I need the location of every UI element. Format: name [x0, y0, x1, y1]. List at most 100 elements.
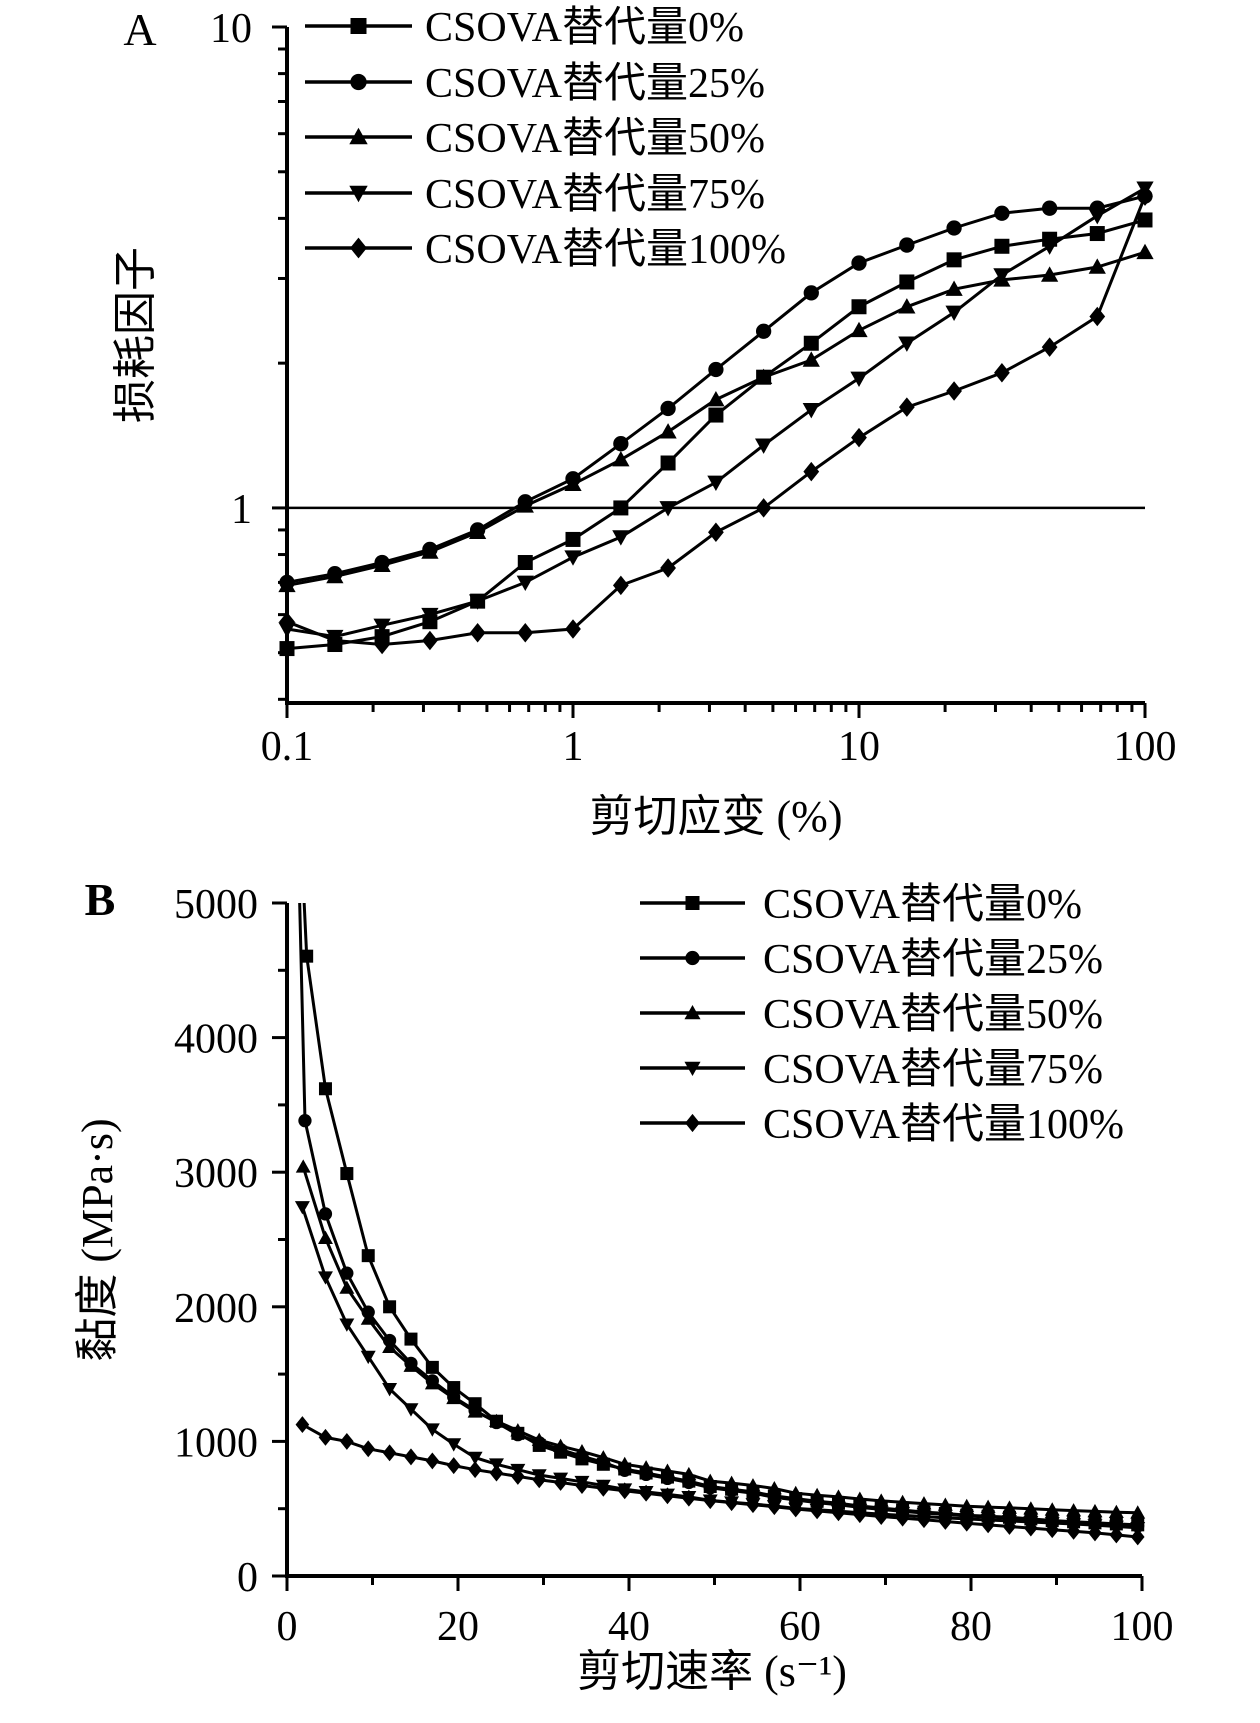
series-point-diamond — [1002, 1518, 1017, 1535]
legend-label: CSOVA替代量75% — [425, 172, 765, 218]
series-point-triangle-up — [707, 390, 725, 407]
series-point-diamond — [755, 498, 772, 518]
panel-B-series-2 — [295, 1159, 1146, 1519]
series-point-circle — [298, 1114, 312, 1128]
series-line — [301, 1423, 1138, 1539]
series-point-triangle-up — [553, 1438, 569, 1452]
panel-B-y-axis-title: 黏度 (MPa·s) — [73, 1118, 122, 1361]
series-point-triangle-down — [516, 575, 534, 592]
series-point-triangle-up — [574, 1444, 590, 1458]
legend-item: CSOVA替代量25% — [305, 61, 765, 107]
series-point-triangle-down — [945, 305, 963, 322]
panel-A-y-tick-label: 1 — [231, 487, 252, 533]
series-point-diamond — [1137, 186, 1153, 206]
series-point-circle — [946, 220, 962, 236]
series-point-diamond — [682, 1489, 696, 1507]
series-point-triangle-up — [945, 280, 963, 296]
series-point-square — [994, 238, 1010, 254]
series-point-square — [404, 1332, 418, 1346]
series-point-diamond — [517, 623, 534, 643]
series-point-square — [899, 274, 915, 290]
series-point-triangle-down — [294, 1201, 310, 1215]
series-point-diamond — [404, 1448, 418, 1466]
series-point-triangle-up — [802, 351, 820, 367]
legend-label: CSOVA替代量25% — [425, 61, 765, 107]
series-point-triangle-up — [895, 1494, 911, 1509]
series-point-triangle-up — [446, 1390, 462, 1405]
series-point-diamond — [422, 630, 438, 651]
series-point-diamond — [511, 1467, 525, 1485]
series-point-diamond — [1041, 337, 1058, 357]
series-point-triangle-up — [852, 1491, 868, 1505]
series-point-circle — [291, 816, 304, 829]
series-point-triangle-down — [612, 530, 630, 546]
series-point-triangle-up — [681, 1466, 697, 1481]
series-point-triangle-up — [612, 451, 630, 467]
legend-label: CSOVA替代量0% — [425, 5, 744, 51]
legend-item: CSOVA替代量0% — [305, 5, 744, 51]
panel-B-x-tick-label: 80 — [950, 1604, 992, 1650]
series-point-diamond — [295, 1416, 310, 1434]
series-point-triangle-down — [993, 268, 1011, 284]
legend-marker-triangle-down — [684, 1061, 701, 1077]
series-point-triangle-up — [468, 523, 487, 540]
series-point-square — [318, 1082, 332, 1096]
series-point-triangle-down — [467, 1451, 483, 1466]
series-point-square — [708, 407, 724, 423]
series-point-triangle-up — [360, 1311, 376, 1325]
legend-item: CSOVA替代量50% — [305, 116, 765, 162]
series-point-circle — [755, 323, 772, 339]
panel-B-y-tick-label: 5000 — [174, 882, 258, 928]
series-point-triangle-down — [850, 371, 868, 387]
series-point-triangle-up — [489, 1413, 504, 1428]
series-point-diamond — [279, 611, 295, 632]
panel-A-x-tick-label: 1 — [563, 724, 584, 770]
legend-item: CSOVA替代量100% — [305, 227, 786, 273]
legend-label: CSOVA替代量0% — [763, 882, 1082, 928]
series-point-diamond — [898, 397, 915, 417]
series-point-square — [660, 455, 676, 471]
series-point-triangle-up — [467, 1404, 483, 1418]
panel-B-legend: CSOVA替代量0% CSOVA替代量25% CSOVA替代量50% CSOVA替代量… — [640, 882, 1124, 1148]
series-point-diamond — [575, 1477, 589, 1494]
series-point-diamond — [917, 1511, 931, 1529]
series-point-circle — [994, 205, 1010, 221]
series-point-diamond — [938, 1513, 953, 1530]
series-point-diamond — [612, 575, 629, 596]
panel-B-y-tick-label: 2000 — [174, 1286, 258, 1332]
panel-B-x-axis-title: 剪切速率 (s⁻¹) — [577, 1647, 847, 1696]
series-point-triangle-down — [898, 336, 916, 352]
series-point-triangle-down — [339, 1318, 355, 1332]
series-point-triangle-up — [424, 1376, 440, 1390]
panel-B-y-tick-label: 1000 — [174, 1420, 258, 1466]
series-point-circle — [613, 436, 629, 452]
series-point-triangle-up — [959, 1498, 975, 1513]
series-line — [301, 1166, 1138, 1515]
series-point-square — [279, 641, 295, 657]
series-point-triangle-up — [831, 1489, 846, 1503]
panel-A-tick-labels: 0.1 1 10 100 1 10 — [210, 6, 1177, 770]
series-point-triangle-up — [724, 1475, 740, 1489]
series-point-diamond — [1066, 1522, 1081, 1540]
series-point-diamond — [489, 1464, 504, 1482]
series-point-diamond — [767, 1498, 782, 1516]
series-point-square — [383, 1300, 397, 1314]
series-point-diamond — [1109, 1526, 1124, 1544]
series-point-diamond — [746, 1496, 760, 1514]
legend-marker-square — [350, 18, 367, 34]
series-point-diamond — [853, 1506, 867, 1524]
series-point-triangle-up — [516, 497, 534, 513]
series-point-circle — [708, 361, 724, 378]
series-point-triangle-up — [873, 1493, 889, 1507]
series-point-triangle-up — [295, 1159, 311, 1173]
series-point-square — [946, 252, 962, 268]
series-point-diamond — [1024, 1519, 1038, 1537]
series-point-square — [361, 1249, 375, 1263]
series-point-triangle-down — [446, 1438, 462, 1452]
series-point-triangle-up — [1002, 1500, 1017, 1514]
series-point-triangle-up — [531, 1432, 547, 1446]
series-point-triangle-up — [318, 1230, 333, 1245]
series-point-circle — [318, 1207, 333, 1221]
series-point-square — [851, 299, 867, 315]
